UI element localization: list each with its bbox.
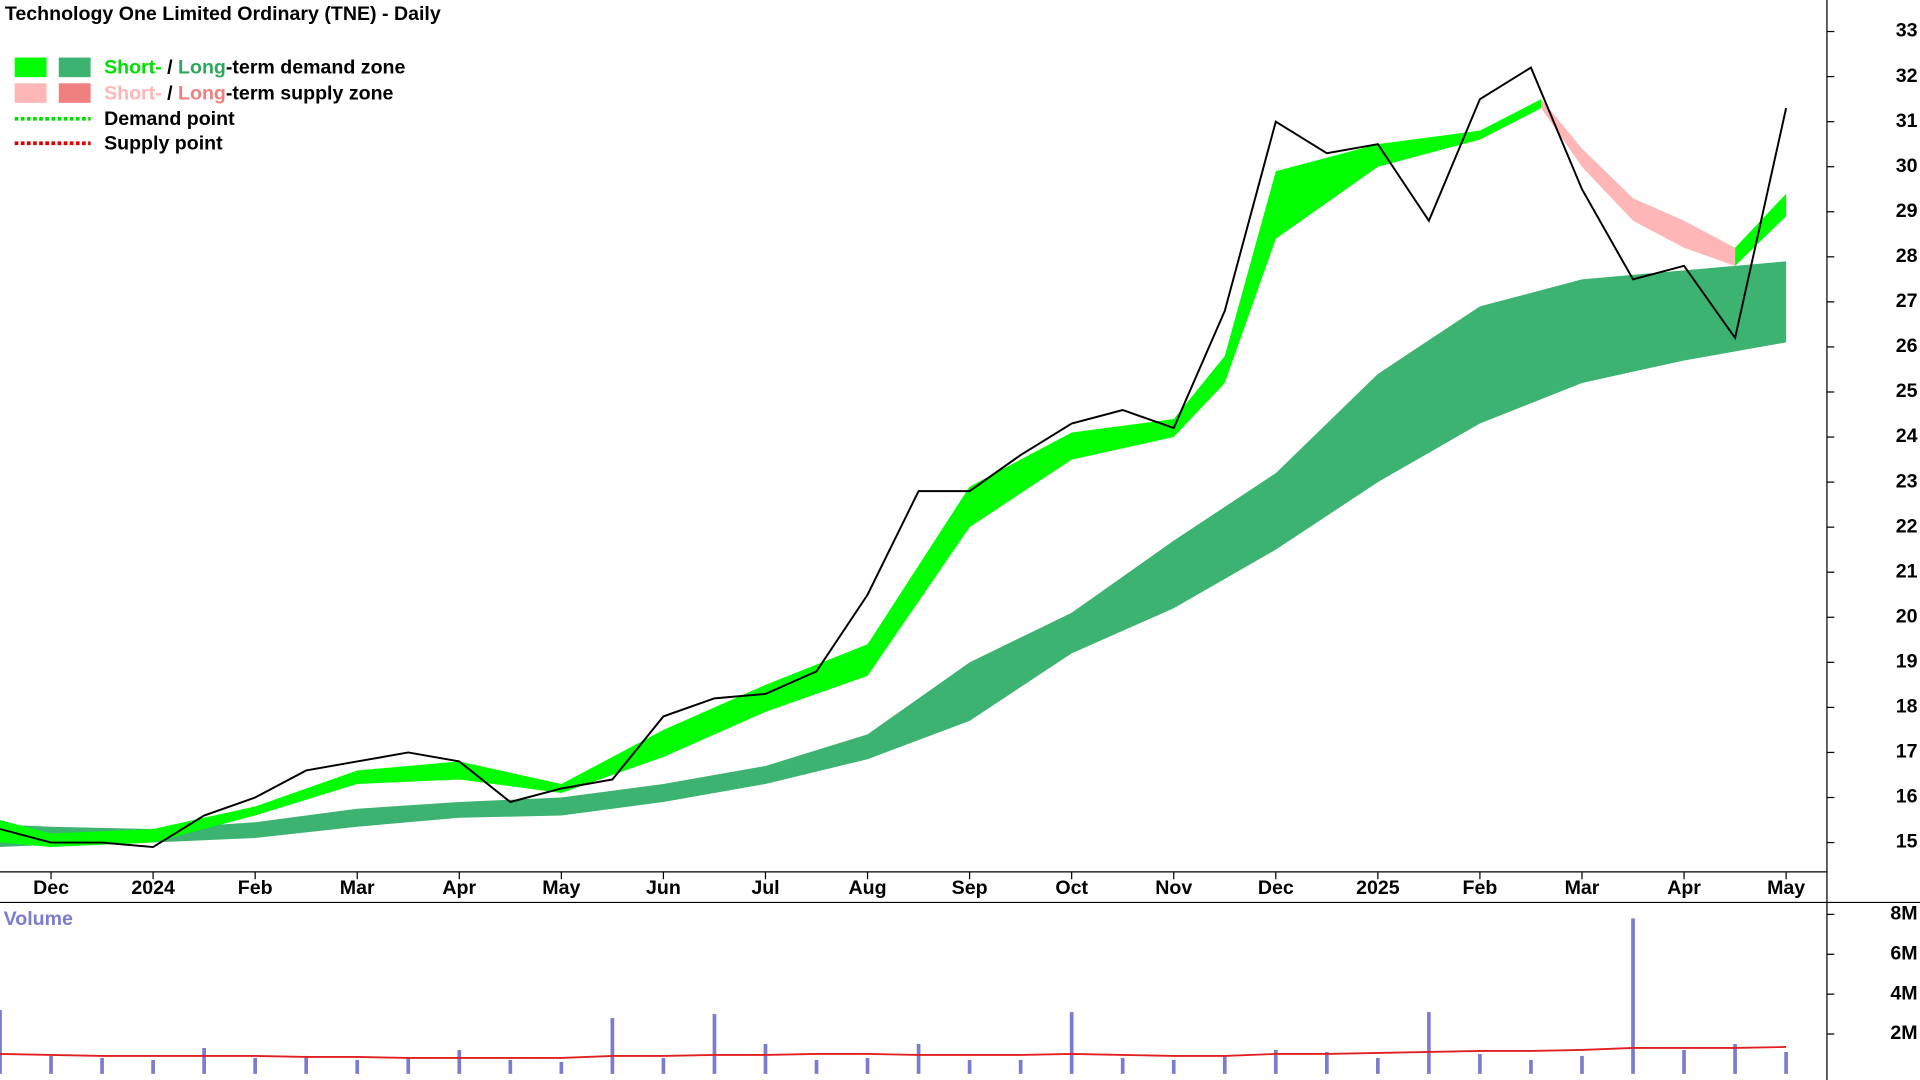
y-tick-label: 28: [1896, 245, 1918, 267]
volume-bar: [661, 1057, 666, 1074]
volume-bar: [457, 1049, 462, 1074]
y-tick-label: 23: [1896, 470, 1918, 492]
legend-swatch: [58, 57, 91, 78]
x-tick-label: Oct: [1055, 877, 1088, 899]
legend-swatch: [14, 57, 47, 78]
volume-title: Volume: [4, 908, 73, 930]
volume-bar: [1018, 1059, 1023, 1074]
legend-entry: Short- / Long-term demand zone: [104, 57, 405, 79]
volume-bar: [1376, 1057, 1380, 1074]
y-tick-label: 26: [1896, 335, 1918, 357]
zones: [0, 99, 1787, 848]
volume-bar: [253, 1057, 257, 1074]
y-tick-label: 16: [1896, 786, 1918, 808]
volume-bar: [1069, 1012, 1074, 1074]
y-tick-label: 22: [1896, 515, 1918, 537]
x-tick-label: Apr: [442, 877, 476, 899]
y-tick-label: 15: [1896, 831, 1918, 853]
y-tick-label: 19: [1896, 650, 1918, 672]
legend-entry: Short- / Long-term supply zone: [104, 82, 393, 104]
y-tick-label: 4M: [1890, 982, 1917, 1004]
volume-bar: [406, 1057, 411, 1074]
legend: Short- / Long-term demand zone Short- / …: [14, 57, 405, 155]
zone: [0, 99, 1542, 848]
y-tick-label: 2M: [1890, 1022, 1917, 1044]
volume-bar: [1273, 1049, 1278, 1074]
volume-bar: [1324, 1051, 1329, 1074]
volume-bar: [1529, 1059, 1533, 1074]
volume-bar: [508, 1059, 513, 1074]
volume-bar: [1682, 1049, 1686, 1074]
volume-bar: [304, 1055, 309, 1074]
x-tick-label: Apr: [1667, 877, 1701, 899]
x-tick-label: Jul: [751, 877, 779, 899]
zone: [1541, 99, 1736, 266]
zone: [1735, 193, 1787, 266]
y-tick-label: 30: [1896, 155, 1918, 177]
volume-bar: [763, 1043, 768, 1074]
volume-bar: [1784, 1051, 1788, 1074]
x-tick-label: Mar: [340, 877, 375, 899]
y-tick-label: 27: [1896, 290, 1918, 312]
y-tick-label: 32: [1896, 65, 1918, 87]
x-tick-label: Feb: [238, 877, 273, 899]
x-tick-label: Mar: [1565, 877, 1600, 899]
volume-ma: [0, 1046, 1787, 1059]
volume-bar: [355, 1059, 360, 1074]
chart-title: Technology One Limited Ordinary (TNE) - …: [5, 3, 441, 25]
y-tick-label: 29: [1896, 200, 1918, 222]
y-tick-label: 18: [1896, 696, 1918, 718]
y-tick-label: 31: [1896, 110, 1918, 132]
volume-bar: [1580, 1055, 1584, 1074]
volume-bar: [1171, 1059, 1176, 1074]
x-tick-label: May: [542, 877, 580, 899]
x-tick-label: Sep: [952, 877, 988, 899]
volume-bar: [559, 1061, 564, 1074]
volume-bar: [610, 1018, 615, 1074]
y-tick-label: 6M: [1890, 942, 1917, 964]
volume-bar: [1427, 1012, 1431, 1074]
y-tick-label: 33: [1896, 20, 1918, 42]
y-tick-label: 17: [1896, 741, 1918, 763]
volume-bar: [1733, 1043, 1737, 1074]
x-tick-label: Nov: [1155, 877, 1192, 899]
volume-bar: [1631, 918, 1635, 1074]
x-tick-label: 2025: [1356, 877, 1400, 899]
y-tick-label: 21: [1896, 560, 1918, 582]
volume-bar: [1222, 1055, 1227, 1074]
x-tick-label: 2024: [131, 877, 175, 899]
volume-bar: [1478, 1053, 1482, 1074]
price-line: [0, 66, 1788, 849]
x-tick-label: Jun: [646, 877, 681, 899]
y-tick-label: 25: [1896, 380, 1918, 402]
volume-bar: [49, 1055, 53, 1074]
volume-bar: [1120, 1057, 1125, 1074]
legend-entry: Supply point: [104, 133, 223, 155]
price-layer: [0, 66, 1788, 849]
volume-bar: [100, 1057, 104, 1074]
x-tick-label: Dec: [1258, 877, 1294, 899]
volume-bar: [202, 1047, 206, 1074]
volume-bar: [967, 1059, 972, 1074]
x-tick-label: Dec: [33, 877, 69, 899]
x-tick-label: Feb: [1463, 877, 1498, 899]
y-tick-label: 24: [1896, 425, 1918, 447]
volume-bar: [814, 1059, 819, 1074]
y-tick-label: 8M: [1890, 903, 1917, 925]
volume-bar: [865, 1057, 870, 1074]
x-tick-label: May: [1767, 877, 1805, 899]
zone: [0, 261, 1787, 848]
y-tick-label: 20: [1896, 605, 1918, 627]
volume-bar: [0, 1010, 2, 1074]
volume-bar: [151, 1059, 155, 1074]
volume-bar: [916, 1043, 921, 1074]
legend-swatch: [14, 83, 47, 103]
legend-entry: Demand point: [104, 108, 235, 130]
x-tick-label: Aug: [849, 877, 887, 899]
volume-bar: [712, 1014, 717, 1074]
legend-swatch: [58, 83, 91, 103]
